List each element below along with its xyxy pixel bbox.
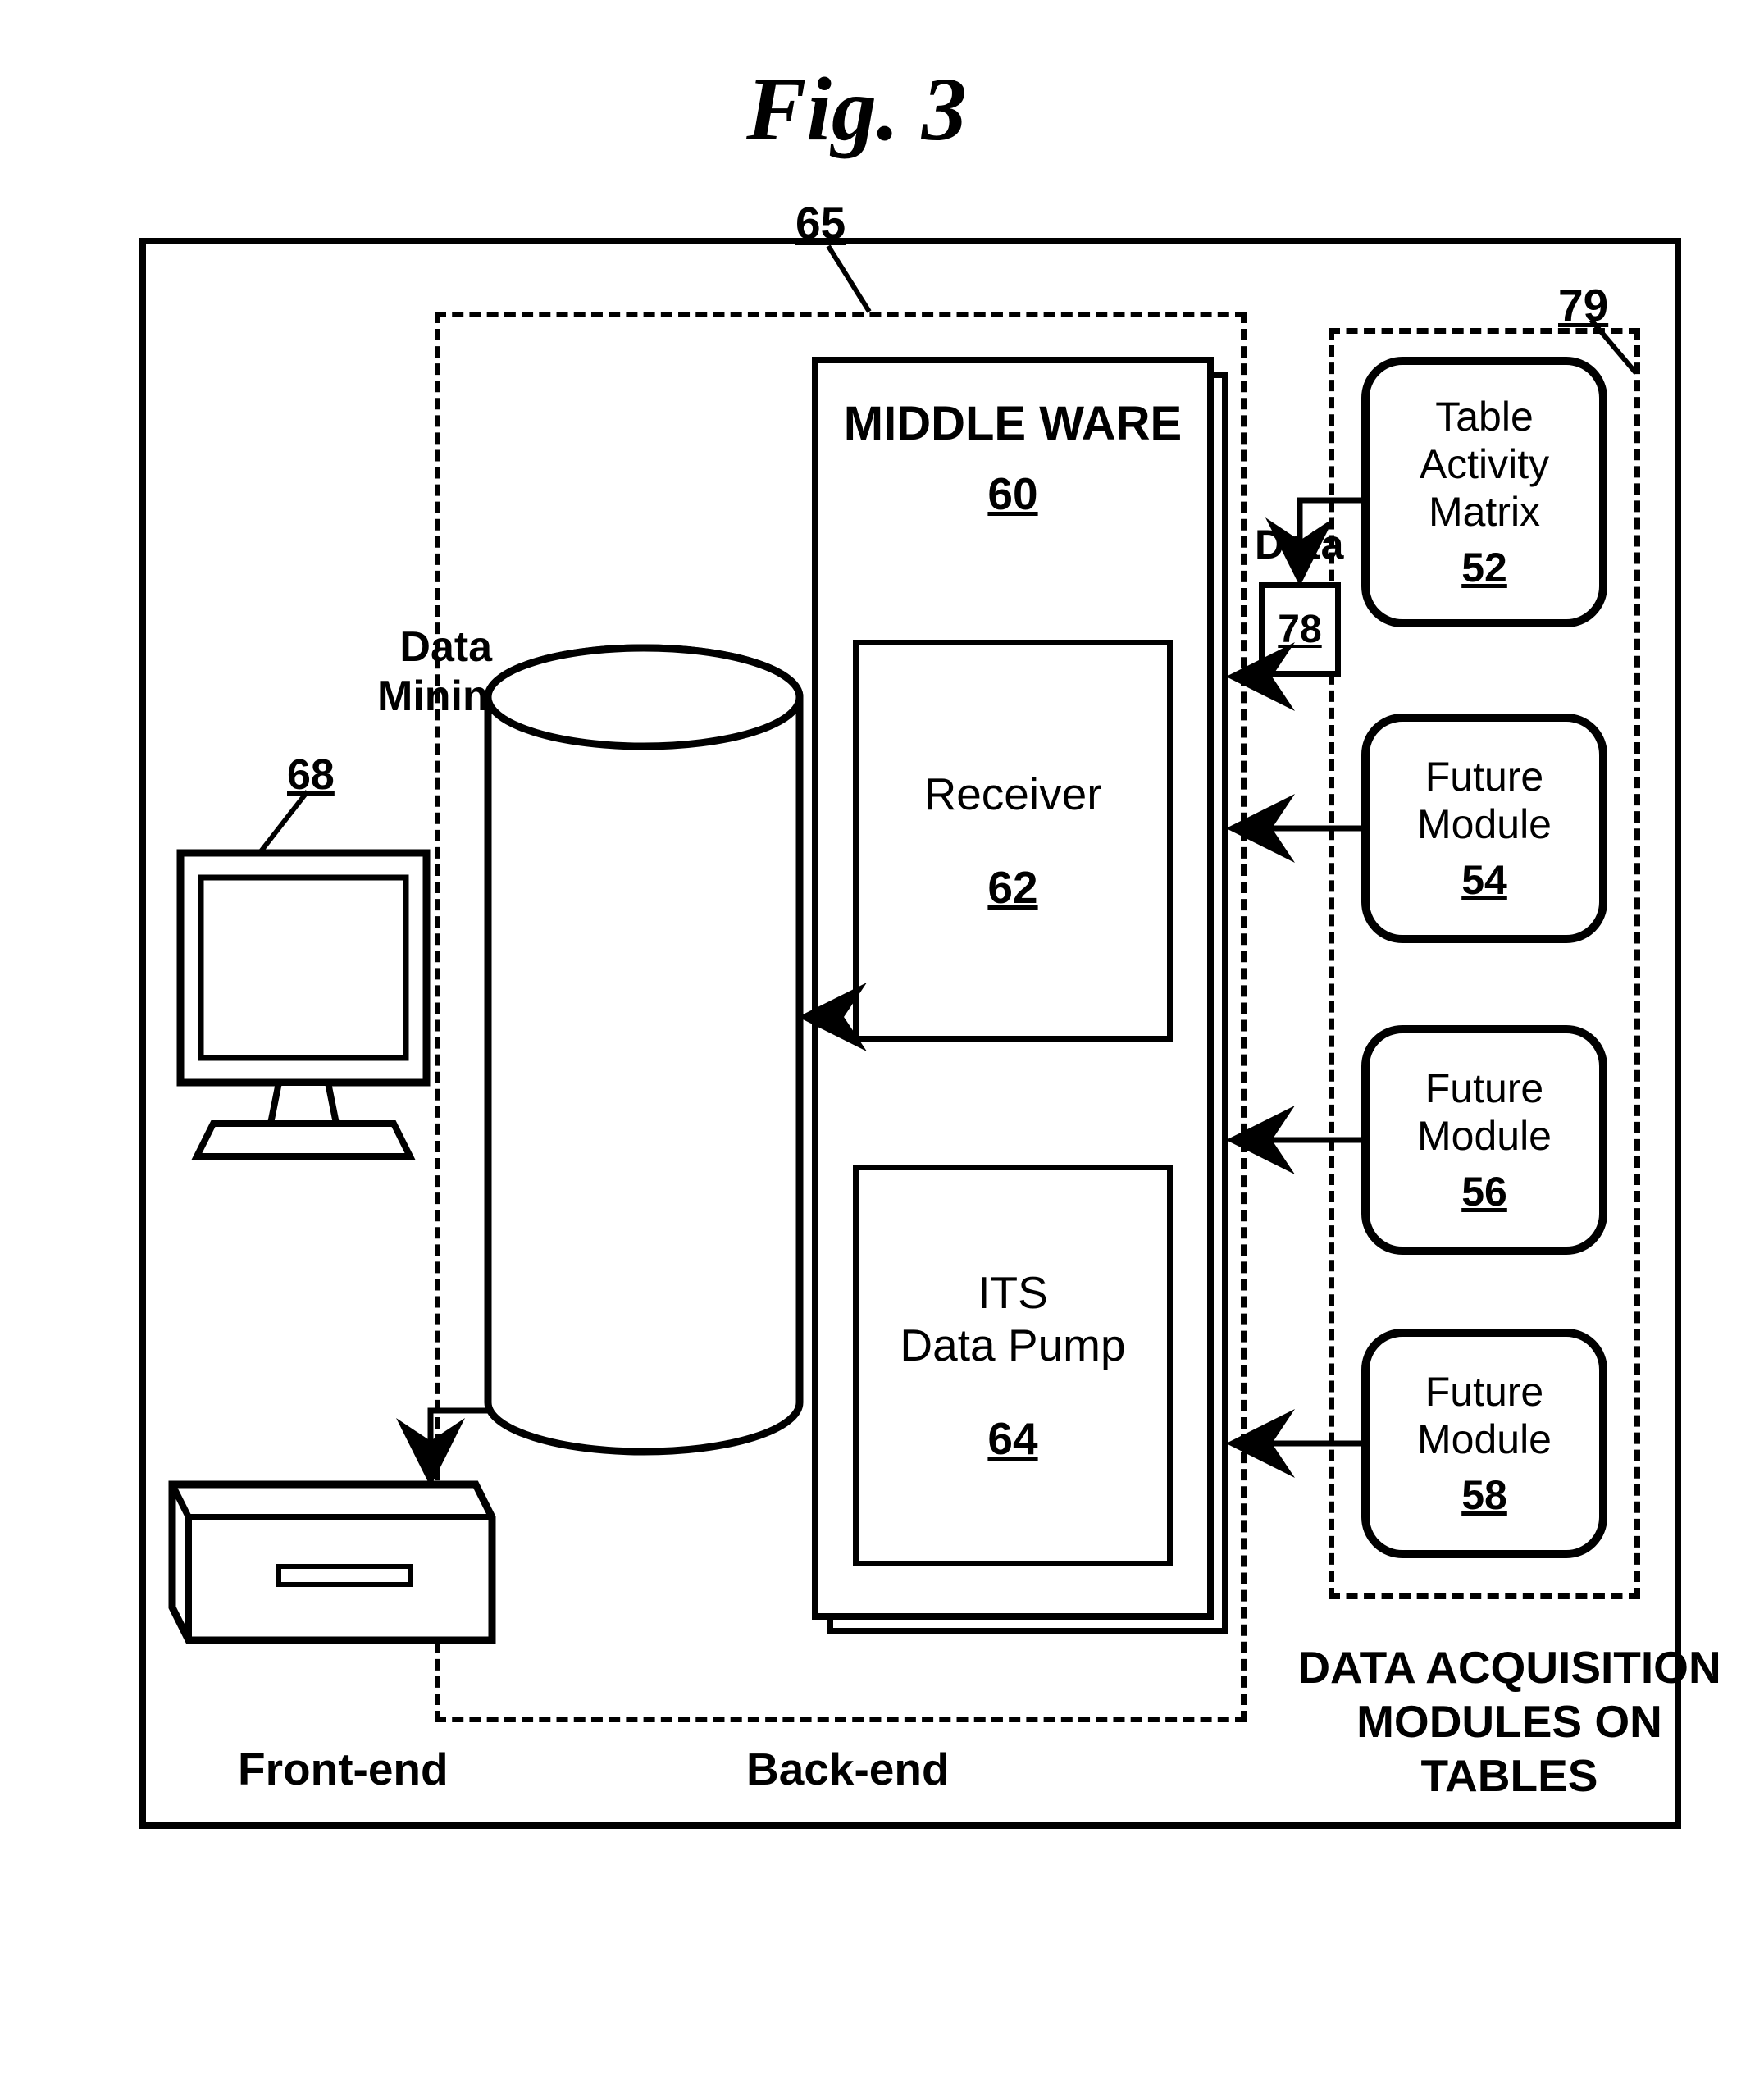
receiver-box: Receiver 62 — [853, 640, 1173, 1042]
diagram-canvas: Fig. 3 Table Activity Matrix 52 Future M… — [33, 33, 1731, 2046]
receiver-title: Receiver — [923, 768, 1101, 820]
database-ref: 66 — [619, 1140, 669, 1192]
data-ref: 78 — [1278, 607, 1321, 652]
modules-ref: 79 — [1558, 279, 1608, 331]
module-future-56: Future Module 56 — [1361, 1025, 1607, 1255]
module-title: Future Module — [1417, 1368, 1552, 1463]
module-ref: 58 — [1461, 1471, 1507, 1519]
data-mining-label: DataMining — [377, 623, 515, 722]
data-label: Data — [1255, 521, 1343, 568]
module-future-58: Future Module 58 — [1361, 1329, 1607, 1558]
datapump-box: ITS Data Pump 64 — [853, 1165, 1173, 1566]
module-ref: 56 — [1461, 1168, 1507, 1215]
client-ref: 68 — [287, 750, 335, 800]
module-title: Future Module — [1417, 753, 1552, 848]
middleware-ref: 60 — [818, 467, 1207, 520]
module-ref: 52 — [1461, 544, 1507, 591]
frontend-label: Front-end — [238, 1743, 449, 1795]
datapump-title: ITS Data Pump — [900, 1266, 1125, 1371]
client-title: Local Application (Client) — [209, 906, 398, 1031]
module-title: Future Module — [1417, 1065, 1552, 1160]
middleware-title: MIDDLE WARE — [818, 396, 1207, 451]
data-box-78: 78 — [1259, 582, 1341, 677]
module-future-54: Future Module 54 — [1361, 714, 1607, 943]
module-title: Table Activity Matrix — [1420, 393, 1549, 536]
backend-ref: 65 — [795, 197, 846, 249]
database-title: ITS DATABASE — [525, 820, 763, 934]
module-ref: 54 — [1461, 856, 1507, 904]
receiver-ref: 62 — [987, 861, 1037, 914]
figure-title: Fig. 3 — [746, 57, 967, 162]
module-table-activity-matrix: Table Activity Matrix 52 — [1361, 357, 1607, 627]
modules-label: DATA ACQUISITION MODULES ON TABLES — [1288, 1640, 1731, 1803]
backend-label: Back-end — [746, 1743, 950, 1795]
datapump-ref: 64 — [987, 1412, 1037, 1465]
